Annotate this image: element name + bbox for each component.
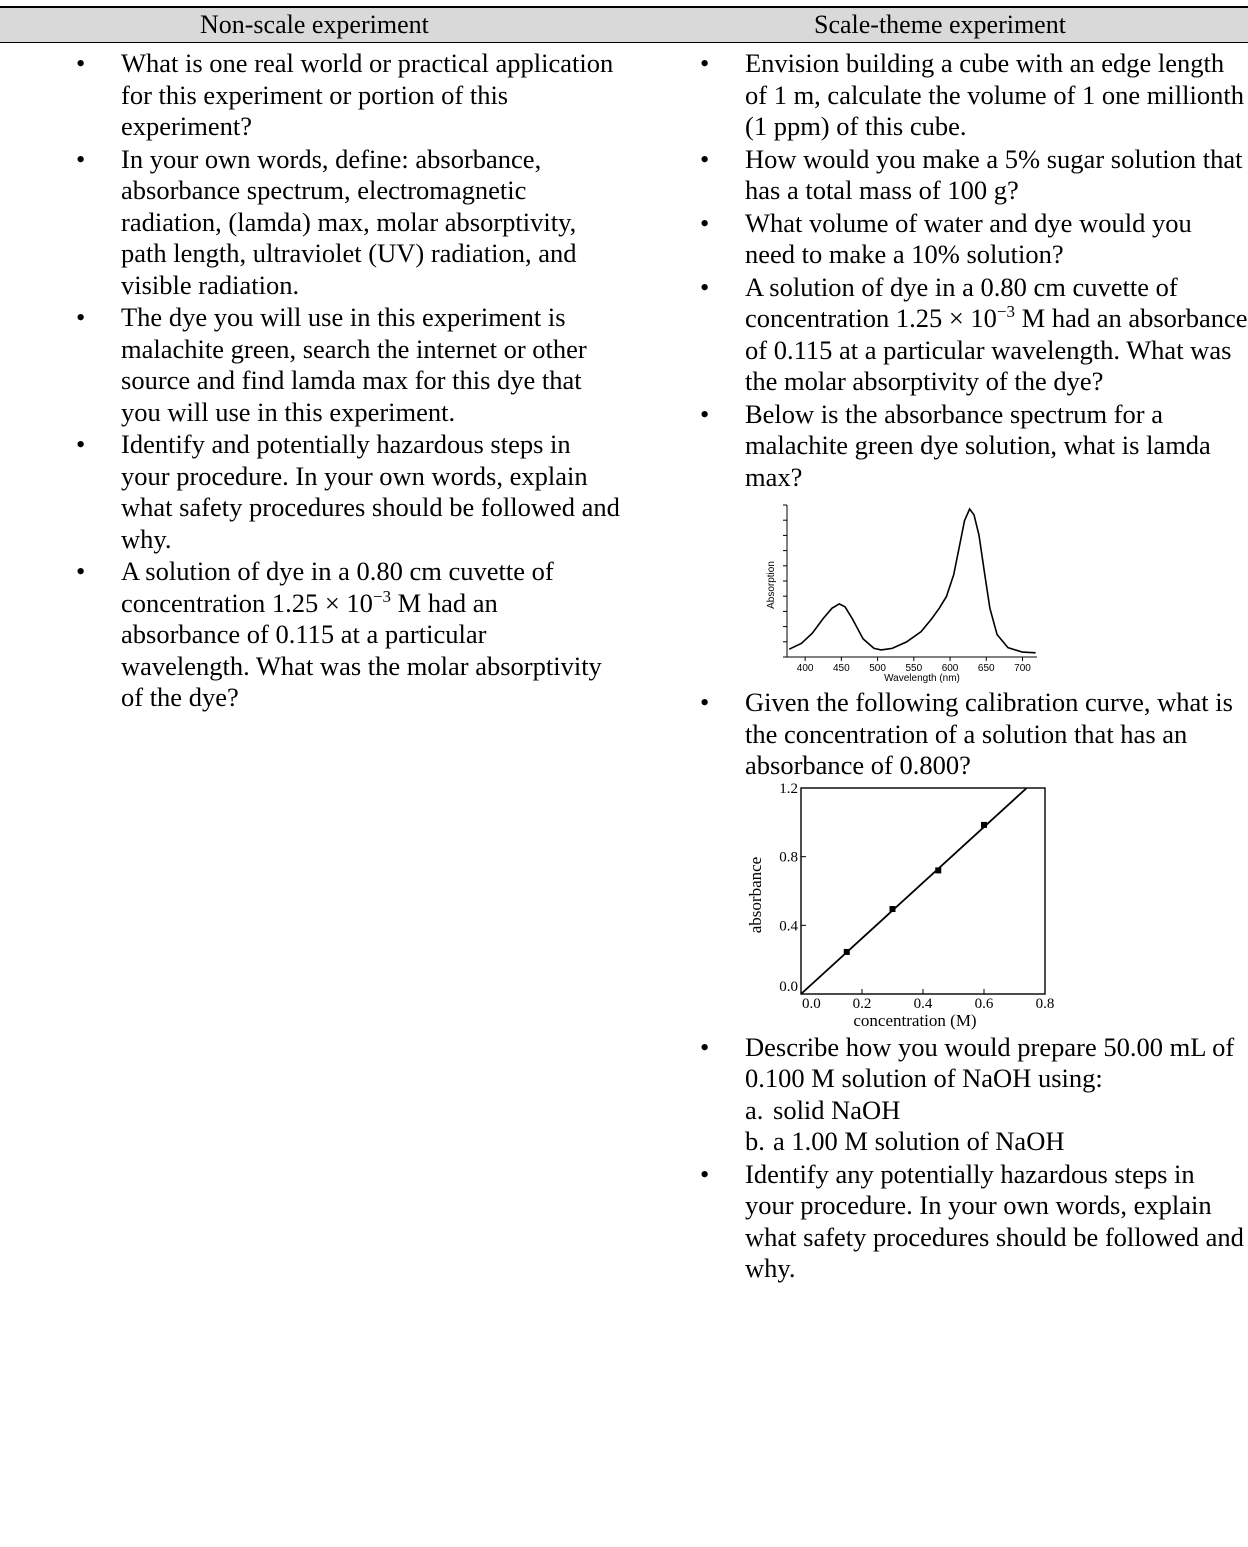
list-item: • A solution of dye in a 0.80 cm cuvette … — [76, 556, 602, 712]
list-item: • In your own words, define: absorbance, … — [76, 143, 577, 300]
spectrum-x-tick-label: 700 — [1014, 663, 1031, 674]
calibration-x-tick-label: 0.2 — [853, 996, 872, 1012]
header-left-title: Non-scale experiment — [200, 10, 429, 39]
calibration-fit-line — [800, 786, 1028, 995]
bullet: • — [700, 1031, 710, 1062]
calibration-data-point — [843, 948, 850, 955]
calibration-plot-frame — [800, 786, 1046, 995]
calibration-data-point — [889, 905, 896, 912]
calibration-y-tick-label: 0.0 — [779, 979, 798, 995]
spectrum-x-tick-label: 400 — [797, 663, 814, 674]
calibration-y-tick-label: 1.2 — [779, 781, 798, 797]
bullet: • — [700, 48, 710, 78]
spectrum-series-line — [788, 507, 1036, 654]
sub-item-a: a. solid NaOH — [745, 1094, 901, 1125]
spectrum-y-axis-label: Absorption — [766, 561, 777, 609]
spectrum-x-tick-label: 500 — [869, 663, 886, 674]
bullet: • — [700, 1158, 710, 1189]
list-item: • How would you make a 5% sugar solution … — [700, 143, 1243, 206]
right-column: • Envision building a cube with an edge l… — [700, 48, 1248, 1286]
bullet: • — [76, 48, 86, 78]
list-item: • The dye you will use in this experiment… — [76, 302, 587, 427]
bullet: • — [700, 207, 710, 238]
absorbance-spectrum-chart: 400 450 500 550 600 650 700 Absorption Wavelen… — [766, 504, 1037, 684]
left-column: • What is one real world or practical app… — [76, 48, 621, 715]
calibration-curve-chart: 0.0 0.2 0.4 0.6 0.8 0.0 0.4 0.8 1.2 absorbance c… — [746, 781, 1055, 1030]
bullet: • — [76, 302, 86, 332]
bullet: • — [700, 271, 710, 302]
sub-item-b: b. a 1.00 M solution of NaOH — [745, 1126, 1065, 1156]
bullet: • — [76, 556, 86, 586]
bullet: • — [700, 398, 710, 429]
bullet: • — [76, 143, 86, 174]
calibration-data-point — [935, 866, 942, 873]
calibration-x-tick-label: 0.0 — [802, 996, 821, 1012]
spectrum-x-tick-label: 450 — [833, 663, 850, 674]
calibration-x-tick-label: 0.8 — [1036, 996, 1055, 1012]
list-item: • A solution of dye in a 0.80 cm cuvette … — [700, 271, 1248, 397]
calibration-y-tick-label: 0.8 — [779, 849, 798, 865]
spectrum-x-tick-label: 650 — [978, 663, 995, 674]
calibration-x-axis-label: concentration (M) — [853, 1011, 976, 1030]
spectrum-x-tick-label: 600 — [942, 663, 959, 674]
list-item: • What volume of water and dye would you … — [700, 207, 1192, 270]
list-item: • Identify and potentially hazardous step… — [76, 429, 620, 554]
list-item: • Envision building a cube with an edge l… — [700, 48, 1244, 141]
list-item: • Identify any potentially hazardous step… — [700, 1158, 1244, 1284]
calibration-data-point — [981, 821, 987, 828]
calibration-y-axis-label: absorbance — [746, 856, 765, 932]
spectrum-x-tick-label: 550 — [905, 663, 922, 674]
calibration-y-tick-label: 0.4 — [779, 918, 798, 934]
spectrum-x-axis-label: Wavelength (nm) — [884, 673, 960, 684]
calibration-x-tick-label: 0.6 — [975, 996, 994, 1012]
list-item: • Given the following calibration curve, … — [700, 687, 1233, 1030]
bullet: • — [700, 143, 710, 174]
calibration-x-tick-label: 0.4 — [914, 996, 933, 1012]
bullet: • — [700, 687, 710, 717]
list-item: • What is one real world or practical app… — [76, 48, 614, 141]
list-item: • Describe how you would prepare 50.00 mL… — [700, 1032, 1248, 1158]
bullet: • — [76, 429, 86, 459]
list-item: • Below is the absorbance spectrum for a … — [700, 398, 1211, 685]
table-header: Non-scale experiment Scale-theme experim… — [0, 6, 1248, 43]
header-right-title: Scale-theme experiment — [814, 10, 1066, 39]
